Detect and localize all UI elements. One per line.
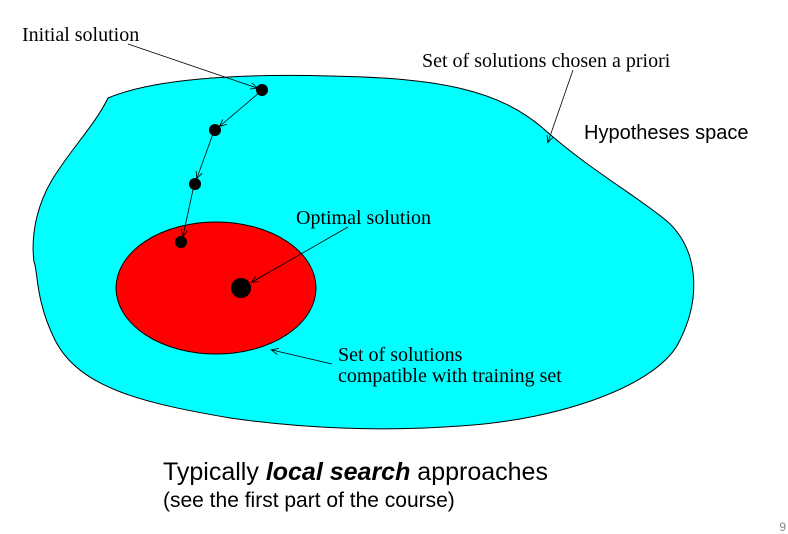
optimal-solution-leader <box>252 226 349 282</box>
search-step-point <box>175 236 187 248</box>
caption: Typically local search approaches (see t… <box>163 458 548 513</box>
compatible-set-label-line2: compatible with training set <box>338 365 562 387</box>
initial-solution-label: Initial solution <box>22 24 139 46</box>
initial-solution-point <box>256 84 268 96</box>
optimal-solution-label: Optimal solution <box>296 207 431 229</box>
page-number: 9 <box>779 520 786 534</box>
search-step-point <box>209 124 221 136</box>
compatible-set-label-line1: Set of solutions <box>338 344 463 366</box>
hypotheses-space-label: Hypotheses space <box>584 122 749 144</box>
compatible-set-leader <box>272 350 333 365</box>
search-path-segment <box>183 184 195 236</box>
initial-solution-leader <box>127 43 257 88</box>
caption-emphasis: local search <box>265 458 411 486</box>
caption-line2: (see the first part of the course) <box>163 488 455 512</box>
compatible-set-region <box>115 221 317 355</box>
optimal-solution-point <box>231 278 251 298</box>
search-path-segment <box>197 130 215 178</box>
caption-suffix: approaches <box>410 458 548 486</box>
search-path-segment <box>220 91 261 126</box>
a-priori-leader <box>548 69 574 142</box>
search-step-point <box>189 178 201 190</box>
caption-prefix: Typically <box>163 458 266 486</box>
caption-line1: Typically local search approaches <box>163 458 548 487</box>
a-priori-set-label: Set of solutions chosen a priori <box>422 50 671 72</box>
